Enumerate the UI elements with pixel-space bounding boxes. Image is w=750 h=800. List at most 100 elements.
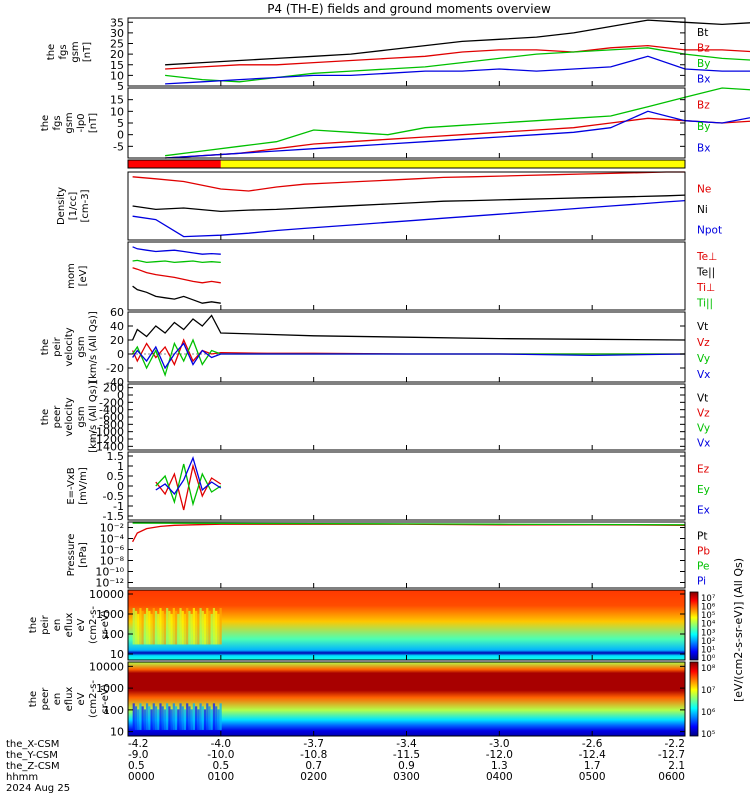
x-tick-value-0-2: -3.7: [303, 738, 324, 750]
series-ti-: [132, 267, 221, 284]
spectrogram-streak: [210, 709, 213, 730]
legend-8-0: Pt: [697, 531, 707, 543]
panel-7: -1.5-1-0.500.511.5 E=-VxB [mV/m] Ez Ey Ex: [66, 450, 710, 523]
spectrogram-streak: [212, 607, 216, 645]
colorbar-tick-1-2: 10⁶: [701, 708, 716, 718]
y-tick-label-5: 60: [110, 306, 124, 319]
y-axis-label-3-0: Density: [56, 187, 67, 225]
y-tick-label-1: 10⁻⁴: [100, 533, 125, 546]
y-tick-label-3: 10000: [89, 588, 124, 601]
legend-6-2: Vy: [697, 423, 710, 435]
y-axis-label-9-3: eflux: [64, 613, 75, 638]
y-axis-label-1-2: gsm: [64, 112, 75, 133]
spectrogram-streak: [132, 703, 135, 730]
spectrogram-streak: [168, 610, 171, 645]
legend-4-2: Ti⊥: [696, 282, 715, 294]
panel-frame-7: [127, 451, 686, 521]
spectrogram-streak: [168, 706, 171, 730]
y-axis-label-3-1: [1/cc]: [68, 192, 79, 221]
y-tick-label-1: -1200: [92, 433, 124, 446]
panel-frame-8: [127, 521, 686, 589]
spectrogram-streak: [154, 610, 158, 645]
legend-1-1: By: [697, 121, 710, 133]
y-tick-label-4: 15: [110, 94, 124, 107]
x-row-label-2: the_Z-CSM: [6, 761, 60, 772]
legend-5-2: Vy: [697, 353, 710, 365]
spectrogram-streak: [137, 613, 140, 645]
y-tick-label-5: 10⁻¹²: [95, 577, 124, 590]
colorbar-tick-0-5: 10²: [701, 637, 715, 647]
legend-0-1: Bz: [697, 42, 710, 54]
spectrogram-streak: [134, 610, 138, 645]
y-tick-label-7: 0: [117, 389, 124, 402]
y-tick-label-2: 15: [110, 59, 124, 72]
y-axis-label-8-1: [nPa]: [78, 542, 89, 568]
spectrogram-streak: [195, 706, 198, 730]
y-tick-label-1: -1: [113, 500, 124, 513]
y-tick-label-3: 10: [110, 105, 124, 118]
colorbar-tick-0-1: 10⁶: [701, 603, 716, 613]
y-axis-label-10-0: the: [28, 691, 39, 707]
colorbar-tick-0-4: 10³: [701, 628, 715, 638]
legend-6-3: Vx: [697, 438, 710, 450]
colorbar-tick-0-0: 10⁷: [701, 594, 716, 604]
spectrogram-streak: [195, 610, 198, 645]
y-axis-label-10-2: en: [52, 693, 63, 706]
y-tick-label-1: 0: [117, 129, 124, 142]
y-axis-label-9-6: sr-eV): [100, 610, 111, 639]
spectrogram-streak: [203, 709, 207, 730]
series-bz: [165, 117, 750, 159]
series-npot: [132, 199, 686, 238]
series-pe: [132, 522, 686, 526]
legend-7-0: Ez: [697, 463, 710, 475]
x-tick-value-3-3: 0300: [393, 771, 420, 783]
y-tick-label-0: 10: [110, 726, 124, 739]
spectrogram-streak: [159, 703, 162, 730]
x-tick-value-2-0: 0.5: [128, 760, 145, 772]
y-tick-label-4: 40: [110, 320, 124, 333]
series-ex: [155, 456, 222, 496]
series-by: [165, 87, 750, 157]
colorbar-tick-1-0: 10⁸: [701, 664, 716, 674]
y-axis-label-9-0: the: [28, 617, 39, 633]
spectrogram-streak: [143, 613, 146, 645]
legend-6-1: Vz: [697, 408, 710, 420]
panel-2: [127, 159, 686, 169]
colorbar-1: [689, 661, 699, 737]
spectrogram-streak: [208, 610, 211, 645]
x-tick-value-2-3: 0.9: [398, 760, 415, 772]
colorbar-label: [eV/(cm2-s-sr-eV)] (All Qs): [732, 558, 745, 702]
spectrogram-streak: [179, 607, 182, 645]
legend-6-0: Vt: [697, 393, 708, 405]
y-axis-label-5-1: peir: [52, 336, 63, 356]
x-axis: the_X-CSM the_Y-CSM the_Z-CSM hhmm 2024 …: [6, 738, 685, 794]
y-axis-label-6-4: [km/s (All Qs)]: [88, 381, 99, 453]
y-axis-label-5-2: velocity: [64, 327, 75, 366]
y-tick-label-2: 5: [117, 117, 124, 130]
spectrogram-streak: [192, 703, 195, 730]
x-date: 2024 Aug 25: [6, 783, 70, 794]
spectrogram-streak: [134, 706, 138, 730]
series-bt: [165, 19, 750, 66]
y-axis-label-5-0: the: [40, 339, 51, 355]
y-tick-label-0: -40: [106, 376, 124, 389]
y-tick-label-5: 30: [110, 27, 124, 40]
y-axis-label-0-2: gsm: [70, 41, 81, 62]
x-tick-value-3-4: 0400: [486, 771, 513, 783]
spectrogram-streak: [150, 709, 153, 730]
y-tick-label-3: 10⁻⁸: [100, 555, 125, 568]
y-axis-label-5-3: gsm: [76, 336, 87, 357]
y-axis-label-9-2: en: [52, 619, 63, 632]
x-tick-value-3-6: 0600: [658, 771, 685, 783]
legend-1-0: Bz: [697, 100, 710, 112]
series-bx: [165, 110, 750, 159]
spectrogram-streak: [197, 613, 200, 645]
y-axis-label-0-0: the: [46, 44, 57, 60]
spectrogram-streak: [150, 613, 153, 645]
legend-7-1: Ey: [697, 484, 710, 496]
legend-5-1: Vz: [697, 337, 710, 349]
y-tick-label-3: 10000: [89, 660, 124, 673]
colorbar-tick-1-1: 10⁷: [701, 686, 716, 696]
